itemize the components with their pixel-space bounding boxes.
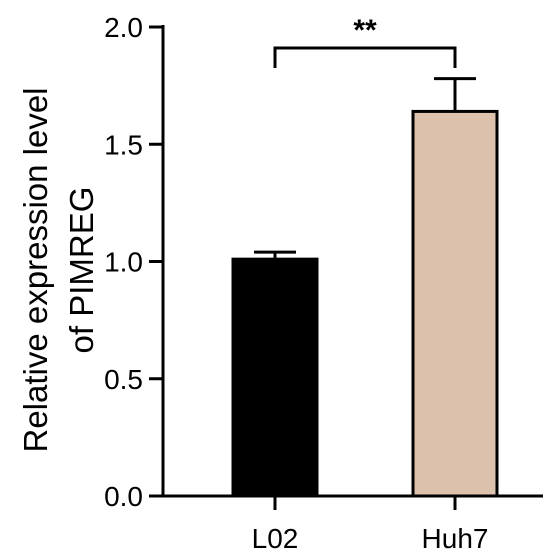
significance-label: **	[353, 14, 377, 47]
y-axis-title: Relative expression level of PIMREG	[17, 87, 100, 452]
significance-bracket	[273, 46, 457, 68]
y-axis-title-line-2: of PIMREG	[63, 187, 100, 354]
y-tick-label: 0.0	[104, 481, 143, 512]
y-tick-label: 0.5	[104, 364, 143, 395]
bar-l02	[231, 257, 319, 498]
y-tick-label: 2.0	[104, 12, 143, 43]
bar-huh7	[411, 109, 499, 498]
y-axis-title-line-1: Relative expression level	[17, 87, 54, 452]
y-tick-label: 1.5	[104, 129, 143, 160]
x-tick-label-l02: L02	[252, 523, 299, 554]
x-tick-label-huh7: Huh7	[422, 523, 489, 554]
y-tick-label: 1.0	[104, 247, 143, 278]
plot-area: 0.0 0.5 1.0 1.5 2.0 L02 Huh7 **	[104, 12, 543, 554]
